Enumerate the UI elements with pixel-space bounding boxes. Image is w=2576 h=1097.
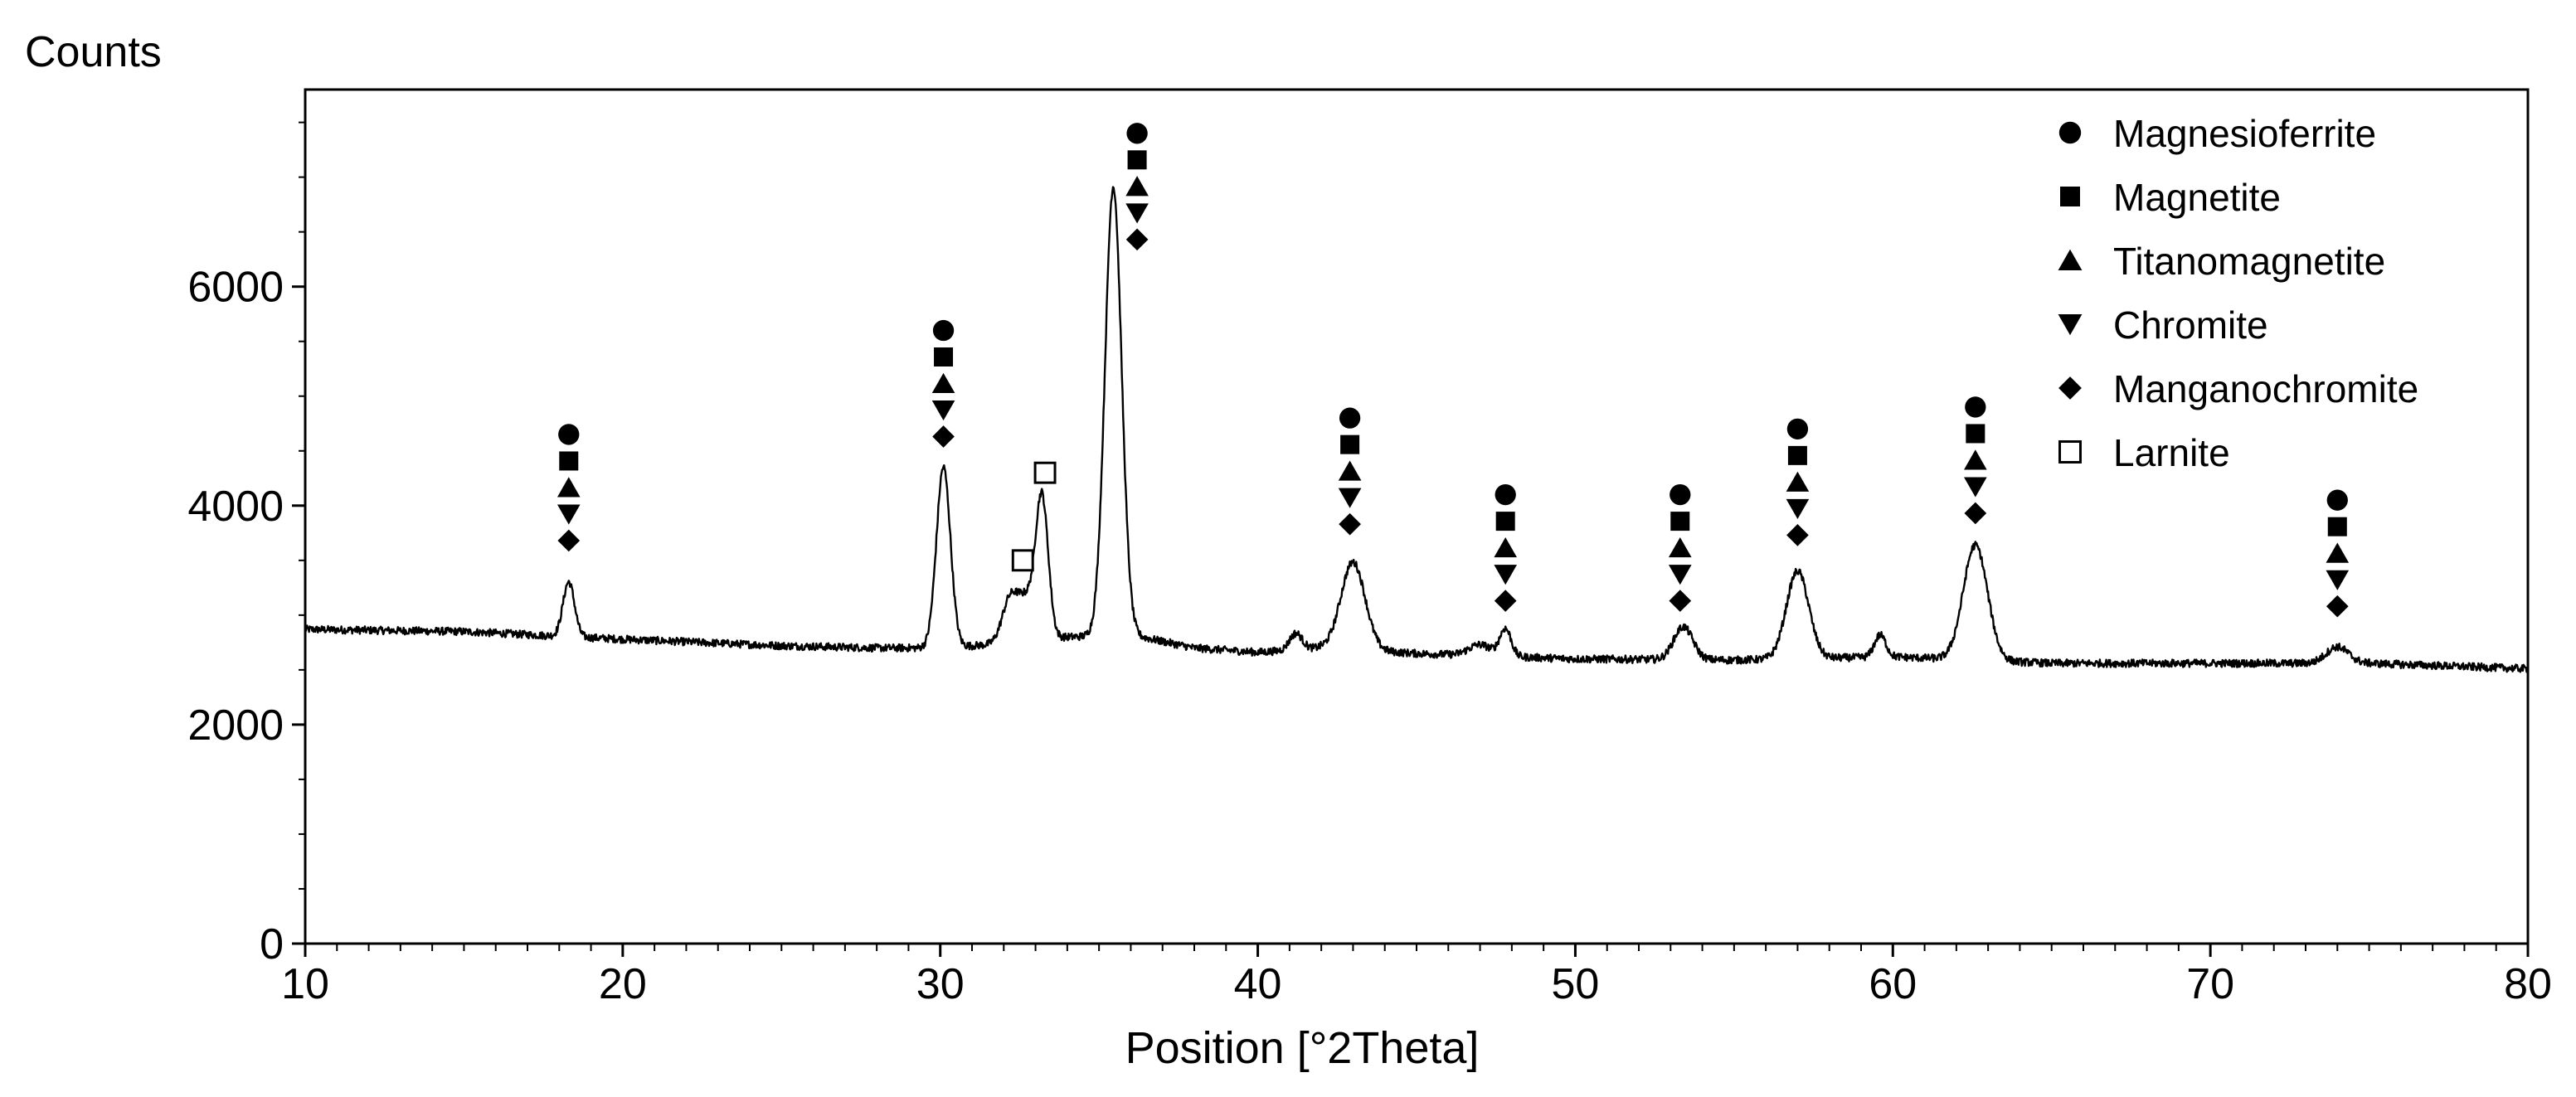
open-square-marker [2058, 440, 2082, 464]
y-tick-label: 0 [260, 920, 284, 968]
x-axis-label: Position [°2Theta] [1125, 1023, 1480, 1073]
triangle-up-marker [1494, 536, 1517, 558]
peak-annotation [2326, 489, 2350, 618]
legend-label: Larnite [2113, 431, 2230, 474]
peak-annotation [557, 424, 581, 552]
square-marker [2060, 187, 2080, 206]
legend-label: Magnesioferrite [2113, 112, 2376, 155]
square-marker [1127, 150, 1147, 170]
circle-marker [1126, 123, 1148, 144]
triangle-down-marker [1338, 488, 1362, 508]
triangle-down-marker [931, 400, 955, 421]
triangle-down-marker [1964, 477, 1987, 498]
phase-markers [557, 123, 2350, 618]
triangle-up-marker [931, 372, 955, 394]
triangle-up-marker [1786, 471, 1810, 492]
x-tick-label: 70 [2186, 960, 2234, 1008]
diffraction-pattern-line [304, 186, 2529, 673]
diamond-marker [1786, 524, 1809, 546]
x-tick-label: 10 [281, 960, 329, 1008]
triangle-down-marker [1786, 498, 1810, 520]
triangle-up-marker [557, 477, 581, 498]
circle-marker [2326, 489, 2348, 511]
circle-marker [558, 424, 580, 445]
diamond-marker [1125, 228, 1149, 251]
x-tick-label: 60 [1869, 960, 1917, 1008]
x-axis: 10 20 30 40 50 60 70 80 [281, 944, 2552, 1008]
square-marker [1670, 512, 1690, 532]
x-tick-label: 50 [1552, 960, 1600, 1008]
square-marker [559, 451, 579, 471]
triangle-down-marker [557, 504, 581, 525]
circle-marker [2058, 121, 2082, 144]
diamond-marker [932, 425, 955, 448]
open-square-marker [1011, 549, 1034, 572]
square-marker [2327, 517, 2347, 536]
triangle-down-marker [1125, 203, 1149, 224]
diamond-marker [2058, 376, 2082, 400]
peak-annotation [1125, 123, 1149, 251]
y-axis: 0 2000 4000 6000 [187, 121, 305, 968]
diamond-marker [1339, 512, 1361, 536]
triangle-up-marker [1668, 536, 1692, 558]
diamond-marker [1964, 502, 1987, 525]
legend-label: Titanomagnetite [2113, 240, 2385, 283]
y-tick-label: 2000 [187, 701, 284, 750]
legend-label: Magnetite [2113, 176, 2281, 219]
square-marker [1787, 445, 1807, 465]
legend-label: Manganochromite [2113, 367, 2418, 410]
legend-label: Chromite [2113, 303, 2268, 347]
x-tick-label: 40 [1234, 960, 1282, 1008]
open-square-marker [1033, 461, 1057, 484]
peak-annotation [1964, 396, 1987, 525]
diamond-marker [557, 529, 581, 552]
peak-annotation [1338, 407, 1362, 536]
triangle-down-marker [1494, 565, 1517, 585]
circle-marker [1495, 483, 1516, 506]
triangle-down-marker [2058, 314, 2083, 336]
square-marker [934, 347, 954, 367]
triangle-down-marker [2326, 570, 2350, 590]
diamond-marker [1494, 590, 1517, 612]
triangle-up-marker [1125, 176, 1149, 197]
x-tick-label: 80 [2504, 960, 2552, 1008]
circle-marker [1786, 418, 1809, 440]
square-marker [1340, 434, 1360, 454]
circle-marker [1965, 396, 1986, 418]
y-tick-label: 4000 [187, 483, 284, 531]
legend: Magnesioferrite Magnetite Titanomagnetite C… [2058, 112, 2418, 474]
square-marker [1966, 424, 1985, 444]
peak-annotation [1786, 418, 1810, 546]
square-marker [1495, 512, 1515, 532]
peak-annotation [1668, 483, 1692, 612]
diamond-marker [1669, 590, 1692, 612]
triangle-down-marker [1668, 565, 1692, 585]
circle-marker [932, 319, 955, 342]
x-tick-label: 20 [599, 960, 647, 1008]
triangle-up-marker [1338, 460, 1362, 481]
peak-annotation [1494, 483, 1517, 612]
triangle-up-marker [1964, 449, 1987, 470]
triangle-up-marker [2058, 249, 2083, 270]
peak-annotation [1033, 461, 1057, 484]
triangle-up-marker [2326, 542, 2350, 563]
peak-annotation [931, 319, 955, 448]
x-tick-label: 30 [916, 960, 965, 1008]
y-tick-label: 6000 [187, 264, 284, 312]
circle-marker [1670, 483, 1691, 506]
diamond-marker [2326, 595, 2349, 618]
y-axis-label: Counts [25, 28, 162, 76]
circle-marker [1339, 407, 1361, 429]
peak-annotation [1011, 549, 1034, 572]
